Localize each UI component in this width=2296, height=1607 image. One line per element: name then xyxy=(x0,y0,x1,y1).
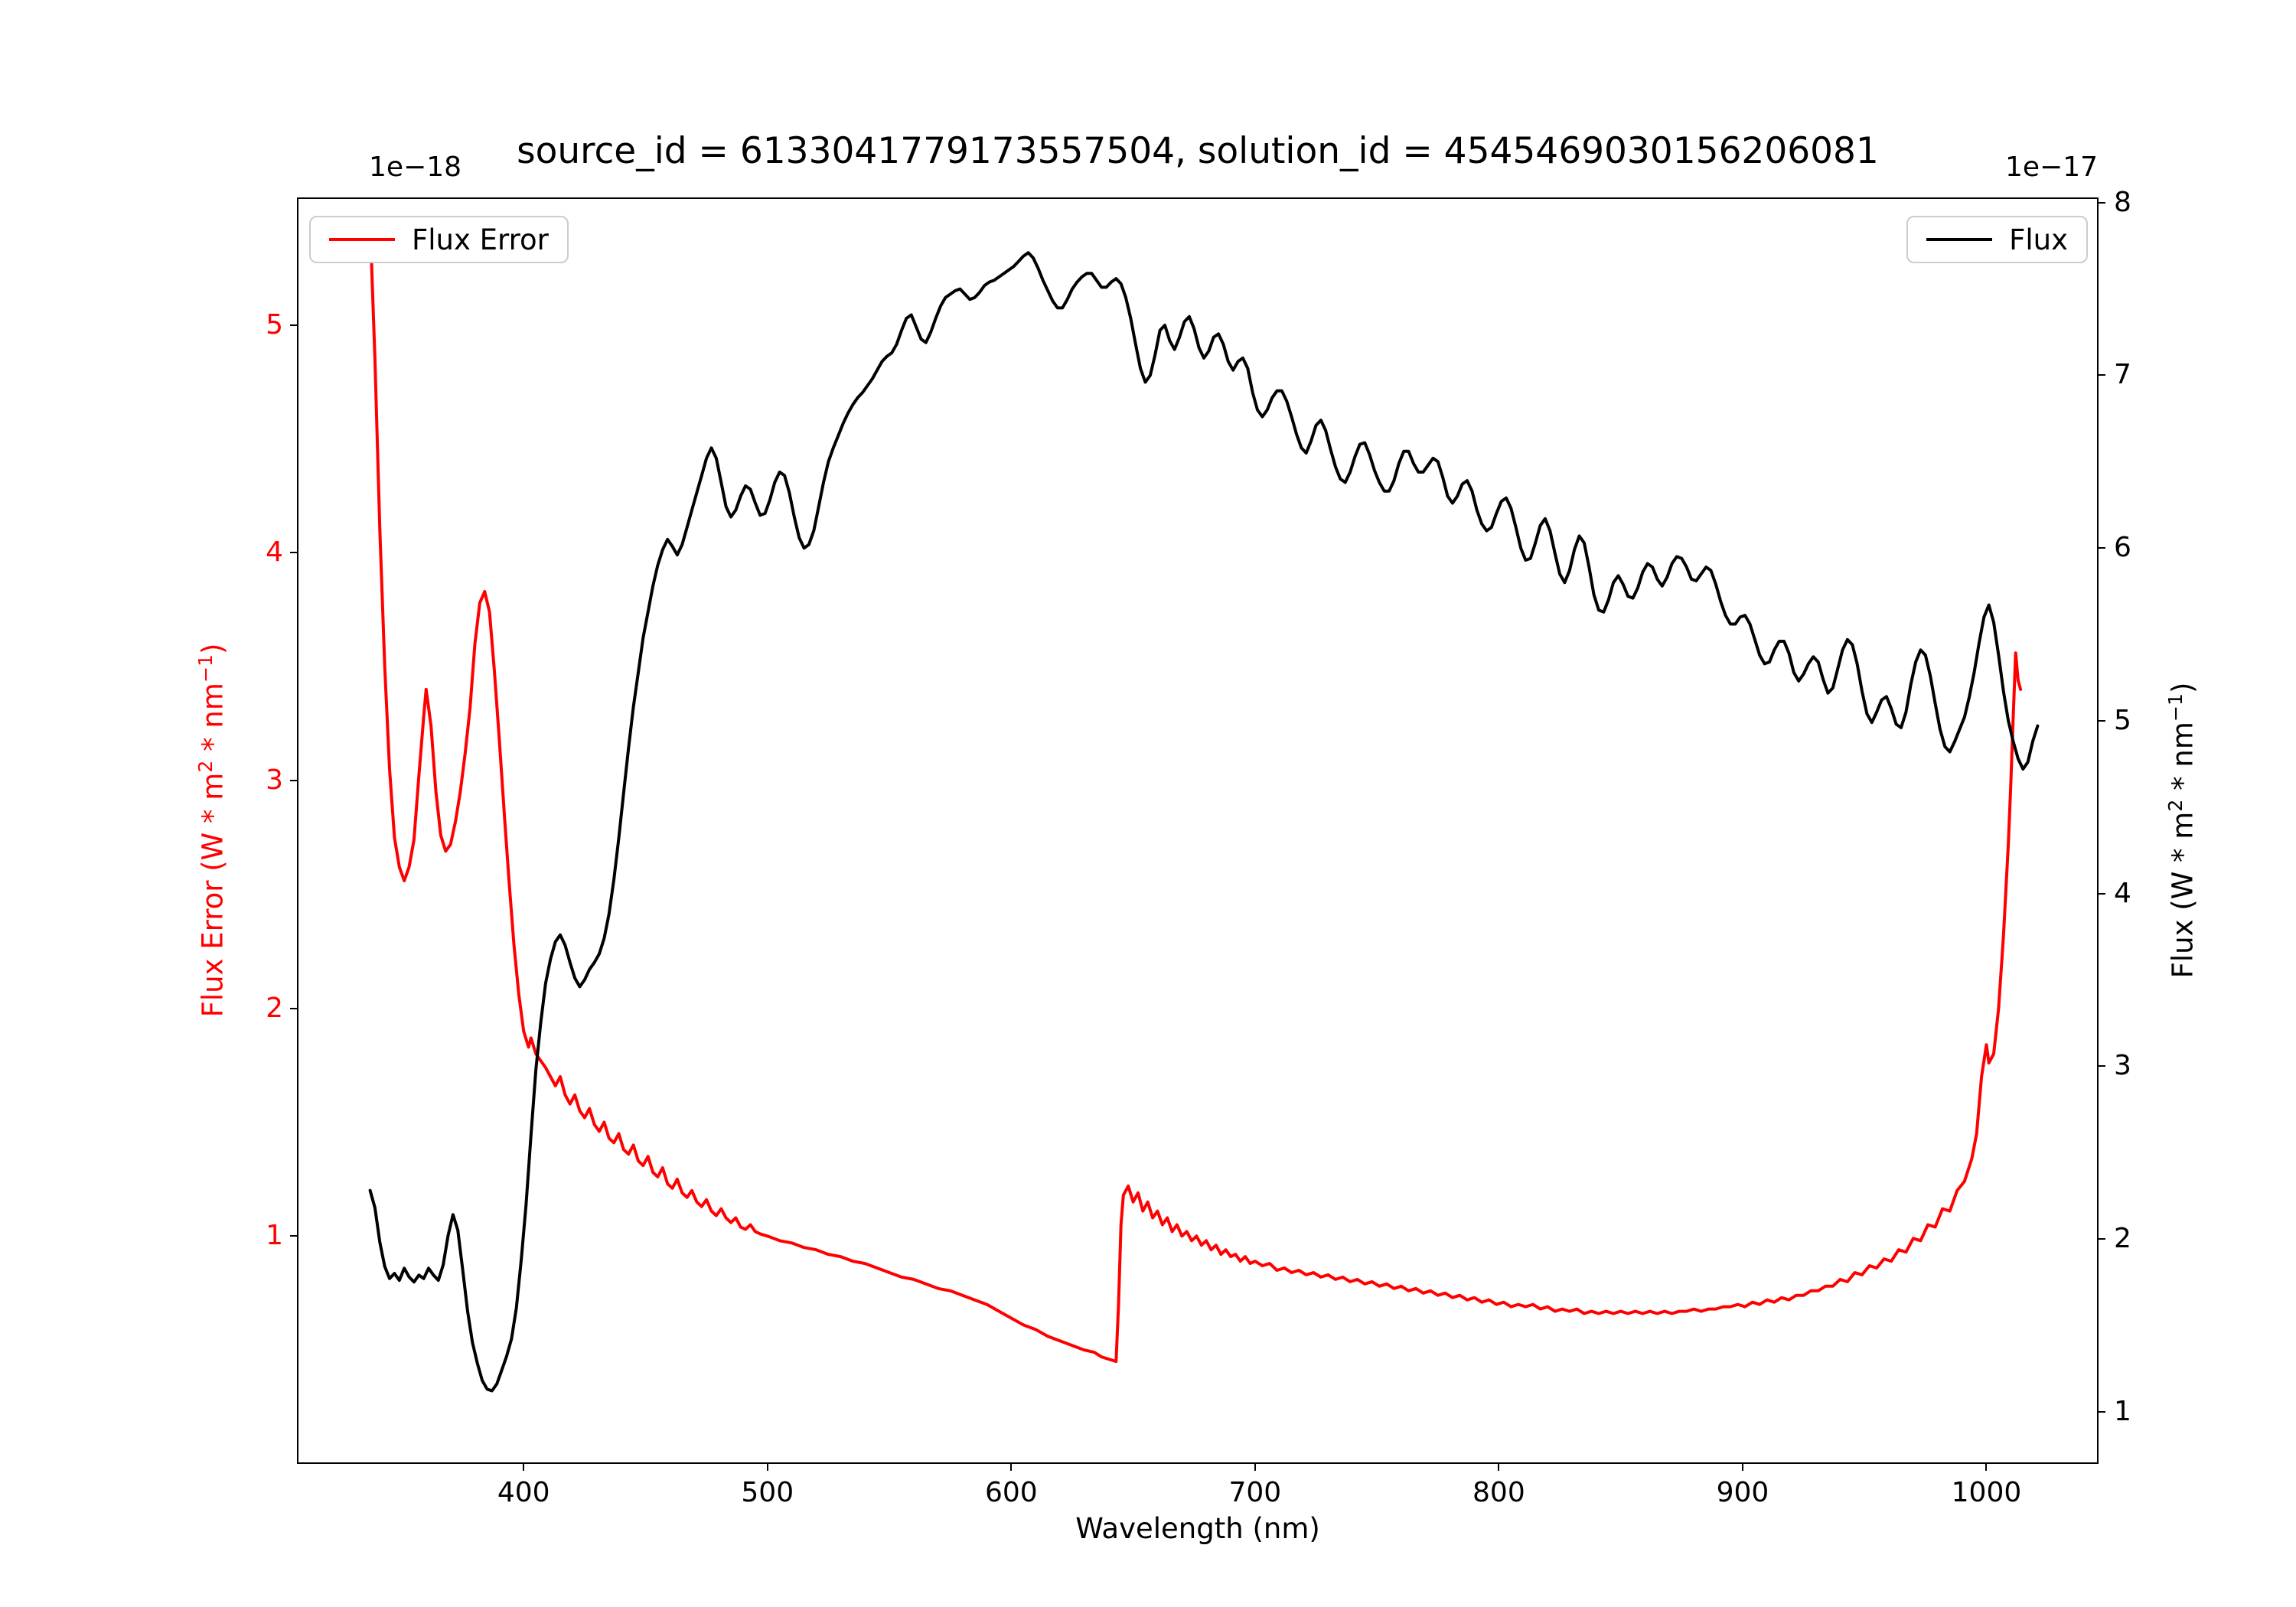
right-tick-label: 7 xyxy=(2114,359,2131,391)
right-tick-mark xyxy=(2099,892,2105,895)
right-tick-label: 2 xyxy=(2114,1222,2131,1254)
x-tick-label: 800 xyxy=(1473,1477,1525,1508)
left-tick-mark xyxy=(290,552,297,554)
right-tick-mark xyxy=(2099,719,2105,722)
right-tick-mark xyxy=(2099,1237,2105,1240)
right-tick-mark xyxy=(2099,201,2105,204)
x-tick-mark xyxy=(1741,1464,1743,1471)
x-axis-label: Wavelength (nm) xyxy=(1075,1512,1320,1545)
x-tick-mark xyxy=(1010,1464,1013,1471)
right-tick-label: 6 xyxy=(2114,532,2131,564)
flux-error-legend: Flux Error xyxy=(309,216,569,263)
right-axis-scale-offset: 1e−17 xyxy=(2005,152,2099,183)
x-tick-label: 600 xyxy=(984,1477,1038,1508)
left-axis-label-exp-2: −1 xyxy=(194,654,217,683)
x-tick-label: 400 xyxy=(497,1477,550,1508)
x-tick-mark xyxy=(1985,1464,1988,1471)
right-tick-label: 8 xyxy=(2114,186,2131,218)
x-tick-mark xyxy=(1254,1464,1256,1471)
left-tick-label: 4 xyxy=(266,536,283,569)
right-axis-label-name: Flux xyxy=(2166,919,2200,979)
right-axis-label-units-3: ) xyxy=(2166,682,2200,694)
right-tick-mark xyxy=(2099,547,2105,549)
plot-canvas xyxy=(368,220,2040,1393)
right-axis-label-exp-1: 2 xyxy=(2164,799,2187,812)
flux-error-legend-label: Flux Error xyxy=(412,223,549,256)
left-tick-mark xyxy=(290,324,297,326)
right-tick-label: 5 xyxy=(2114,704,2131,736)
flux-error-legend-line xyxy=(329,238,395,241)
flux-legend-line xyxy=(1926,238,1993,241)
left-tick-mark xyxy=(290,780,297,781)
x-tick-mark xyxy=(1498,1464,1500,1471)
left-tick-label: 3 xyxy=(266,764,283,796)
left-tick-mark xyxy=(290,1007,297,1009)
left-tick-label: 2 xyxy=(266,992,283,1024)
right-tick-mark xyxy=(2099,1065,2105,1068)
flux-error-line xyxy=(368,220,2023,1364)
x-tick-label: 900 xyxy=(1716,1477,1769,1508)
flux-line xyxy=(368,251,2040,1393)
right-tick-mark xyxy=(2099,374,2105,376)
left-tick-label: 5 xyxy=(266,308,283,341)
flux-legend-label: Flux xyxy=(2009,223,2068,256)
x-tick-label: 1000 xyxy=(1951,1477,2022,1508)
x-tick-label: 500 xyxy=(741,1477,794,1508)
x-tick-mark xyxy=(766,1464,768,1471)
flux-legend: Flux xyxy=(1906,216,2088,263)
x-tick-mark xyxy=(523,1464,525,1471)
left-tick-mark xyxy=(290,1235,297,1237)
right-tick-label: 3 xyxy=(2114,1050,2131,1082)
x-tick-label: 700 xyxy=(1228,1477,1282,1508)
left-axis-label-units-3: ) xyxy=(196,643,230,655)
left-axis-label: Flux Error (W * m2 * nm−1) xyxy=(194,643,230,1018)
plot-area xyxy=(297,197,2099,1464)
right-tick-label: 1 xyxy=(2114,1395,2131,1427)
left-axis-scale-offset: 1e−18 xyxy=(369,152,462,183)
right-tick-mark xyxy=(2099,1410,2105,1413)
chart-title: source_id = 6133041779173557504, solutio… xyxy=(517,130,1879,172)
right-tick-label: 4 xyxy=(2114,877,2131,909)
left-axis-label-units-2: * nm xyxy=(196,683,230,761)
left-tick-label: 1 xyxy=(266,1220,283,1252)
